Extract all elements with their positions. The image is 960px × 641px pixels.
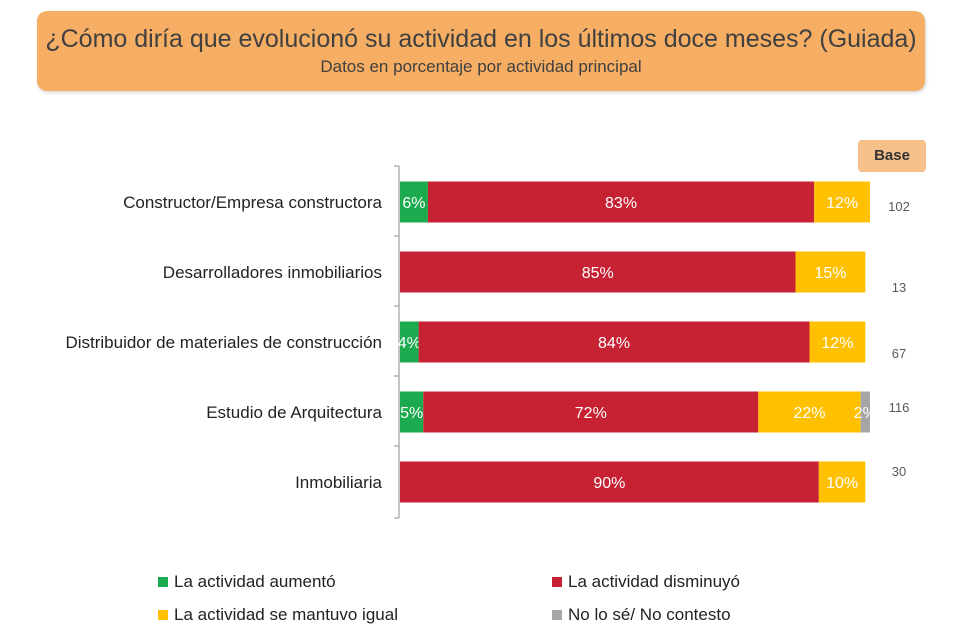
bar-segment (400, 251, 796, 293)
data-label: 90% (593, 475, 625, 492)
bar-segment (418, 321, 810, 363)
bar-segment (860, 391, 870, 433)
bar-segment (795, 251, 866, 293)
chart-subtitle: Datos en porcentaje por actividad princi… (320, 57, 642, 76)
data-label: 85% (582, 265, 614, 282)
bar-segment (423, 391, 759, 433)
base-value: 116 (889, 400, 910, 415)
bar-segment (400, 181, 428, 223)
data-label: 22% (793, 405, 825, 422)
base-value: 30 (892, 464, 906, 479)
bar-segment (400, 391, 424, 433)
chart-title: ¿Cómo diría que evolucionó su actividad … (45, 25, 917, 53)
data-label: 6% (402, 195, 425, 212)
category-label: Distribuidor de materiales de construcci… (65, 333, 382, 352)
bar-segment (818, 461, 866, 503)
data-label: 12% (826, 195, 858, 212)
category-label: Desarrolladores inmobiliarios (163, 263, 382, 282)
category-label: Constructor/Empresa constructora (123, 193, 382, 212)
data-label: 72% (575, 405, 607, 422)
bar-segment (400, 461, 819, 503)
data-label: 15% (814, 265, 846, 282)
data-label: 83% (605, 195, 637, 212)
category-label: Estudio de Arquitectura (206, 403, 382, 422)
data-label: 4% (398, 335, 421, 352)
title-banner: ¿Cómo diría que evolucionó su actividad … (37, 11, 925, 91)
bar-segment (400, 321, 419, 363)
data-label: 2% (854, 405, 877, 422)
bar-segment (758, 391, 861, 433)
base-value: 13 (892, 280, 906, 295)
data-label: 12% (821, 335, 853, 352)
bar-segment (809, 321, 866, 363)
base-value: 102 (888, 199, 910, 214)
data-label: 10% (826, 475, 858, 492)
base-header-badge: Base (858, 140, 926, 172)
bar-segment (427, 181, 815, 223)
category-label: Inmobiliaria (295, 473, 382, 492)
base-value: 67 (892, 346, 906, 361)
bar-segment (814, 181, 870, 223)
data-label: 84% (598, 335, 630, 352)
data-label: 5% (400, 405, 423, 422)
